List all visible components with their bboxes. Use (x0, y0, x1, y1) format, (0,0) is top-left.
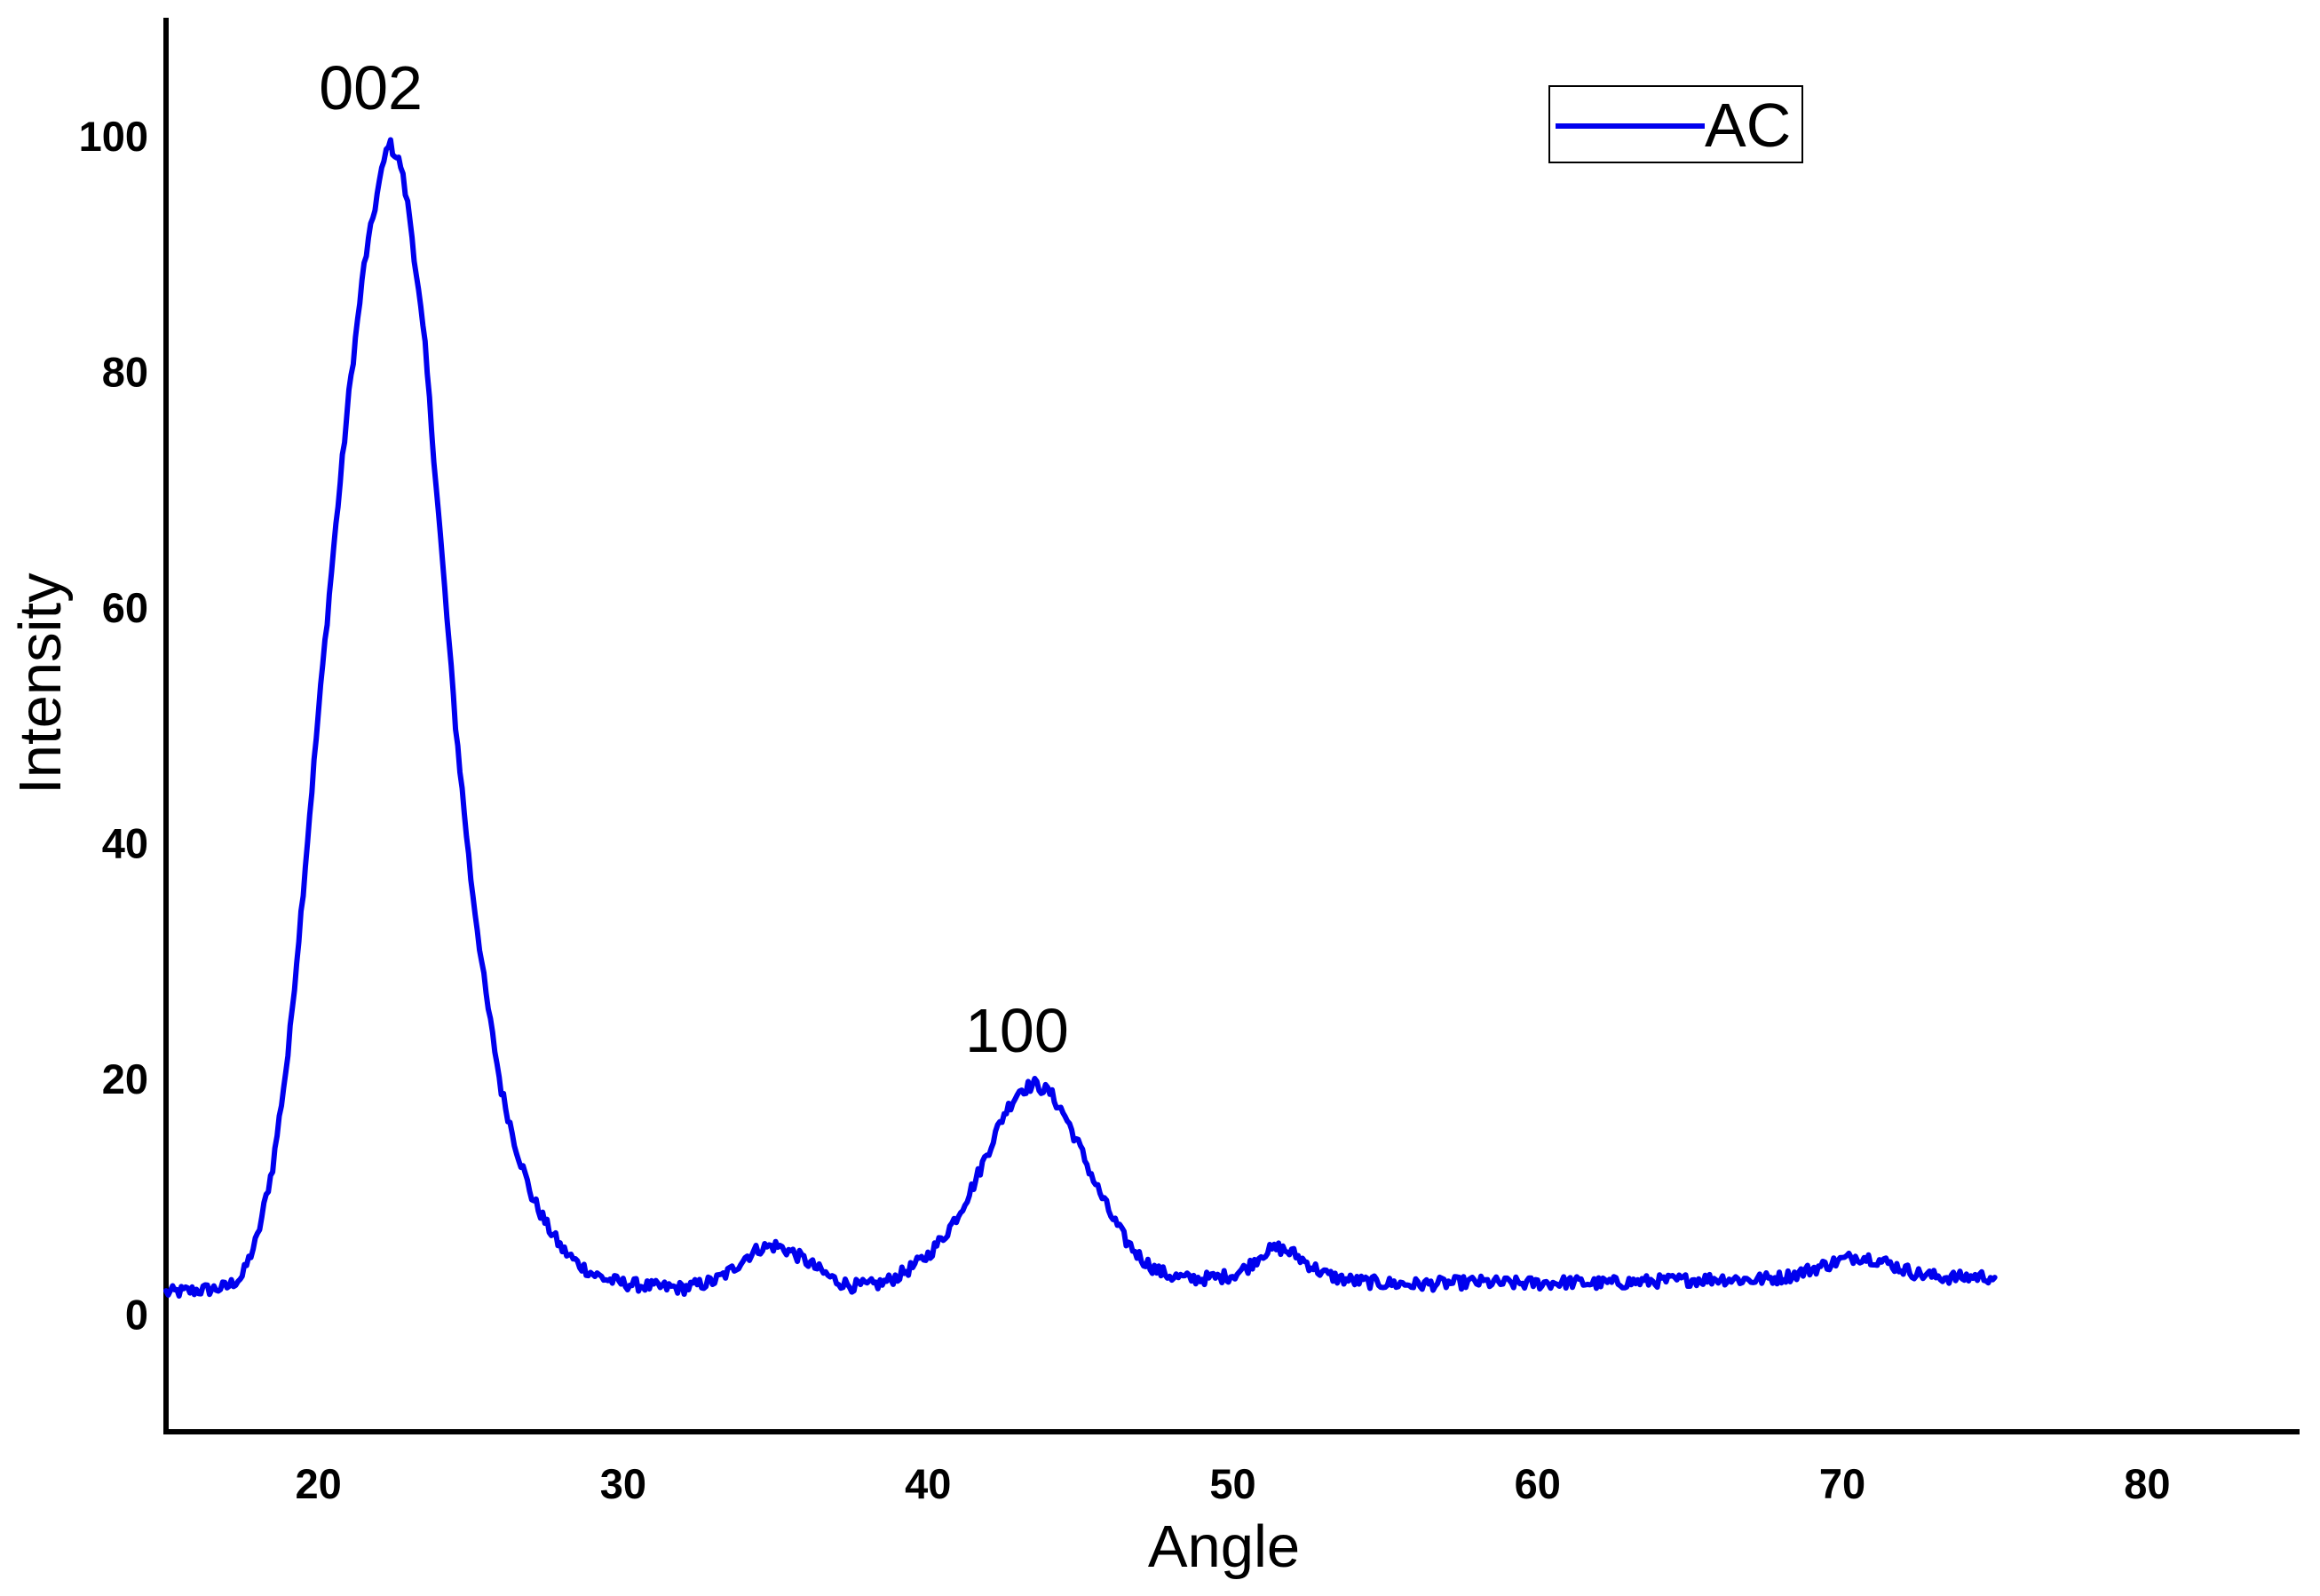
y-axis-title: Intensity (7, 573, 74, 794)
annotation-layer: 002 100 (319, 53, 1069, 1065)
x-tick-label: 50 (1209, 1460, 1255, 1507)
x-axis-title: Angle (1148, 1513, 1300, 1580)
peak-label: 100 (965, 996, 1069, 1065)
y-tick-label: 100 (79, 113, 148, 160)
y-tick-label: 60 (102, 584, 148, 631)
y-tick-label: 20 (102, 1055, 148, 1102)
legend-label-ac: AC (1705, 91, 1791, 160)
legend: AC (1548, 85, 1803, 163)
x-tick-label: 30 (600, 1460, 646, 1507)
y-axis-ticks: 0 20 40 60 80 100 (79, 113, 148, 1339)
x-tick-label: 70 (1819, 1460, 1865, 1507)
series-layer (163, 137, 1998, 1299)
y-tick-label: 40 (102, 819, 148, 866)
x-tick-label: 60 (1515, 1460, 1561, 1507)
series-line-ac (163, 137, 1998, 1299)
x-tick-label: 80 (2124, 1460, 2170, 1507)
x-axis-ticks: 20 30 40 50 60 70 80 (296, 1460, 2171, 1507)
y-tick-label: 80 (102, 348, 148, 395)
x-tick-label: 40 (905, 1460, 951, 1507)
peak-label: 002 (319, 53, 423, 122)
x-tick-label: 20 (296, 1460, 342, 1507)
y-tick-label: 0 (125, 1291, 148, 1338)
